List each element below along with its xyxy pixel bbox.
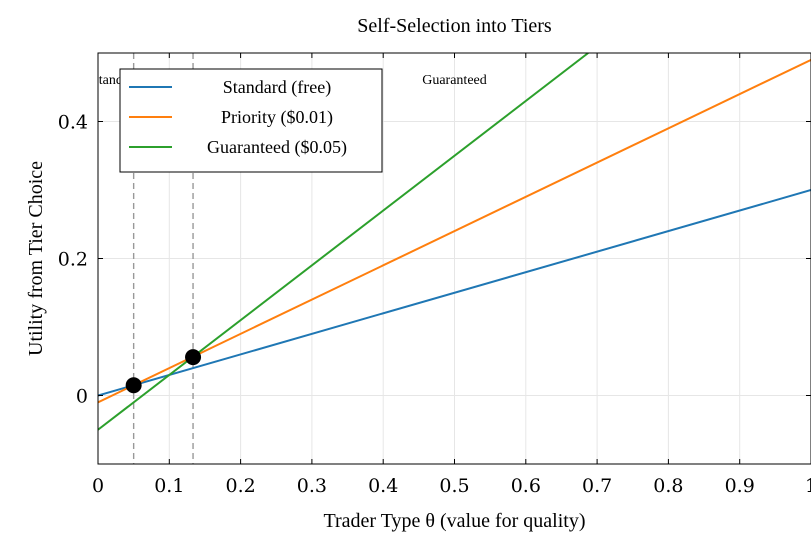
series-line: [98, 189, 811, 397]
x-tick-label: 0.2: [225, 475, 255, 497]
legend-label: Priority ($0.01): [221, 107, 333, 128]
x-axis-label: Trader Type θ (value for quality): [323, 510, 585, 532]
x-tick-label: 0.1: [154, 475, 184, 497]
x-tick-label: 0.5: [439, 475, 469, 497]
chart-title: Self-Selection into Tiers: [357, 15, 552, 37]
legend: Standard (free) Priority ($0.01) Guarantee…: [119, 68, 383, 173]
series-line: [98, 53, 589, 431]
threshold-point: [125, 377, 142, 394]
x-tick-label: 0.3: [297, 475, 327, 497]
y-tick-label: 0: [76, 386, 88, 408]
x-tick-label: 0.4: [368, 475, 398, 497]
x-tick-label: 0.8: [653, 475, 683, 497]
series-line: [98, 58, 811, 404]
legend-label: Standard (free): [223, 77, 331, 98]
x-tick-label: 0.9: [725, 475, 755, 497]
region-label: Guaranteed: [422, 73, 487, 88]
y-tick-label: 0.4: [58, 112, 88, 134]
y-tick-label: 0.2: [58, 249, 88, 271]
x-tick-label: 0.7: [582, 475, 612, 497]
x-tick-label: 1: [805, 475, 811, 497]
y-axis-label: Utility from Tier Choice: [25, 161, 47, 356]
legend-label: Guaranteed ($0.05): [207, 137, 347, 158]
threshold-point: [185, 349, 202, 366]
threshold-lines: [132, 53, 194, 464]
axis-ticks: 0 0.1 0.2 0.3 0.4 0.5 0.6 0.7 0.8 0.9 1 0 0.2 0.4: [58, 53, 811, 497]
x-tick-label: 0.6: [511, 475, 541, 497]
series-layer: [98, 53, 811, 431]
x-tick-label: 0: [92, 475, 104, 497]
threshold-points: [125, 349, 202, 394]
